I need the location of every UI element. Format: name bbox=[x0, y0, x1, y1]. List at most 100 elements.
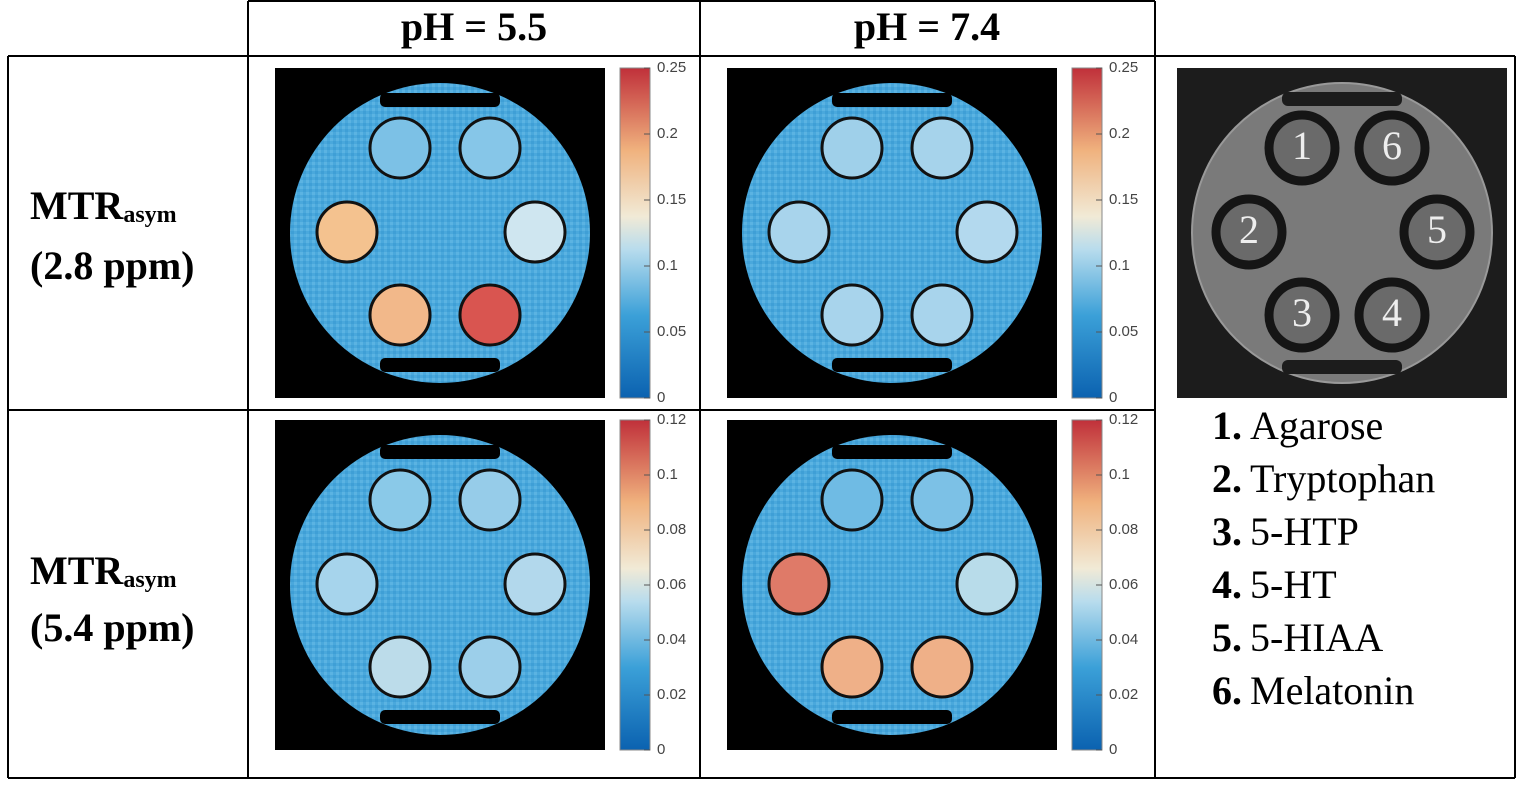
colorbar-tick-label: 0.1 bbox=[657, 466, 678, 483]
row-label-ppm: (2.8 ppm) bbox=[30, 243, 194, 288]
vial bbox=[368, 283, 432, 347]
label-sub: asym bbox=[123, 202, 176, 228]
vial bbox=[503, 552, 567, 616]
vial-label: 3 bbox=[1292, 290, 1312, 335]
legend-item: 5. 5-HIAA bbox=[1212, 615, 1383, 660]
legend-name: Melatonin bbox=[1250, 668, 1414, 713]
vial bbox=[910, 116, 974, 180]
vial bbox=[910, 635, 974, 699]
air-gap bbox=[380, 710, 500, 724]
legend-name: 5-HT bbox=[1250, 562, 1337, 607]
air-gap bbox=[380, 93, 500, 107]
colorbar-tick-label: 0 bbox=[657, 389, 665, 406]
colorbar-tick-label: 0.02 bbox=[1109, 686, 1138, 703]
vial bbox=[955, 200, 1019, 264]
vial bbox=[458, 635, 522, 699]
vial bbox=[1354, 277, 1430, 353]
vial bbox=[820, 116, 884, 180]
air-gap bbox=[832, 445, 952, 459]
vial bbox=[503, 200, 567, 264]
label-sub: asym bbox=[123, 567, 176, 593]
legend-number: 4. bbox=[1212, 562, 1242, 607]
colorbar-tick-label: 0.08 bbox=[1109, 521, 1138, 538]
vial-label: 5 bbox=[1427, 207, 1447, 252]
colorbar-tick-label: 0.05 bbox=[657, 323, 686, 340]
vial bbox=[315, 200, 379, 264]
colorbar-tick-label: 0.15 bbox=[1109, 191, 1138, 208]
colorbar-tick-label: 0.2 bbox=[1109, 125, 1130, 142]
colorbar-tick-label: 0.12 bbox=[1109, 411, 1138, 428]
vial-label: 6 bbox=[1382, 123, 1402, 168]
vial bbox=[1264, 110, 1340, 186]
colorbar-tick-label: 0.04 bbox=[657, 631, 686, 648]
air-gap bbox=[380, 358, 500, 372]
legend-name: 5-HIAA bbox=[1250, 615, 1383, 660]
vial bbox=[820, 635, 884, 699]
column-header: pH = 7.4 bbox=[854, 4, 1000, 49]
legend-number: 5. bbox=[1212, 615, 1242, 660]
row-label: MTRasym bbox=[30, 548, 177, 593]
vial bbox=[910, 468, 974, 532]
colorbar-tick-label: 0.1 bbox=[657, 257, 678, 274]
vial bbox=[368, 468, 432, 532]
legend-name: Agarose bbox=[1250, 403, 1383, 448]
colorbar-tick-label: 0.25 bbox=[1109, 59, 1138, 76]
legend-name: 5-HTP bbox=[1250, 509, 1359, 554]
vial bbox=[820, 468, 884, 532]
vial bbox=[910, 283, 974, 347]
colorbar-tick-label: 0.15 bbox=[657, 191, 686, 208]
air-gap bbox=[380, 445, 500, 459]
column-header: pH = 5.5 bbox=[401, 4, 547, 49]
legend-number: 1. bbox=[1212, 403, 1242, 448]
legend-number: 2. bbox=[1212, 456, 1242, 501]
vial-label: 4 bbox=[1382, 290, 1402, 335]
vial bbox=[315, 552, 379, 616]
vial bbox=[458, 283, 522, 347]
colorbar-tick-label: 0.06 bbox=[1109, 576, 1138, 593]
vial bbox=[955, 552, 1019, 616]
colorbar-tick-label: 0.04 bbox=[1109, 631, 1138, 648]
row-label-ppm: (5.4 ppm) bbox=[30, 605, 194, 650]
vial bbox=[458, 116, 522, 180]
legend-number: 3. bbox=[1212, 509, 1242, 554]
vial bbox=[1211, 194, 1287, 270]
colorbar-tick-label: 0.06 bbox=[657, 576, 686, 593]
colorbar-tick-label: 0.12 bbox=[657, 411, 686, 428]
label-main: MTR bbox=[30, 183, 124, 228]
colorbar-tick-label: 0.1 bbox=[1109, 257, 1130, 274]
vial-label: 1 bbox=[1292, 123, 1312, 168]
row-label: MTRasym bbox=[30, 183, 177, 228]
legend-number: 6. bbox=[1212, 668, 1242, 713]
air-gap bbox=[832, 358, 952, 372]
colorbar bbox=[1071, 67, 1103, 399]
vial bbox=[368, 116, 432, 180]
colorbar-tick-label: 0 bbox=[657, 741, 665, 758]
vial bbox=[368, 635, 432, 699]
vial-label: 2 bbox=[1239, 207, 1259, 252]
vial bbox=[1399, 194, 1475, 270]
colorbar-tick-label: 0 bbox=[1109, 389, 1117, 406]
legend-item: 3. 5-HTP bbox=[1212, 509, 1359, 554]
colorbar-tick-label: 0 bbox=[1109, 741, 1117, 758]
legend-item: 1. Agarose bbox=[1212, 403, 1383, 448]
colorbar-tick-label: 0.05 bbox=[1109, 323, 1138, 340]
table-grid bbox=[7, 0, 1516, 779]
legend-name: Tryptophan bbox=[1250, 456, 1435, 501]
vial bbox=[767, 552, 831, 616]
colorbar bbox=[619, 67, 651, 399]
vial bbox=[458, 468, 522, 532]
vial bbox=[820, 283, 884, 347]
colorbar-tick-label: 0.2 bbox=[657, 125, 678, 142]
legend-item: 2. Tryptophan bbox=[1212, 456, 1435, 501]
colorbar-tick-label: 0.25 bbox=[657, 59, 686, 76]
air-gap bbox=[832, 93, 952, 107]
label-main: MTR bbox=[30, 548, 124, 593]
colorbar-tick-label: 0.1 bbox=[1109, 466, 1130, 483]
air-gap bbox=[832, 710, 952, 724]
vial bbox=[1264, 277, 1340, 353]
vial bbox=[767, 200, 831, 264]
colorbar-tick-label: 0.08 bbox=[657, 521, 686, 538]
vial bbox=[1354, 110, 1430, 186]
legend-item: 4. 5-HT bbox=[1212, 562, 1337, 607]
